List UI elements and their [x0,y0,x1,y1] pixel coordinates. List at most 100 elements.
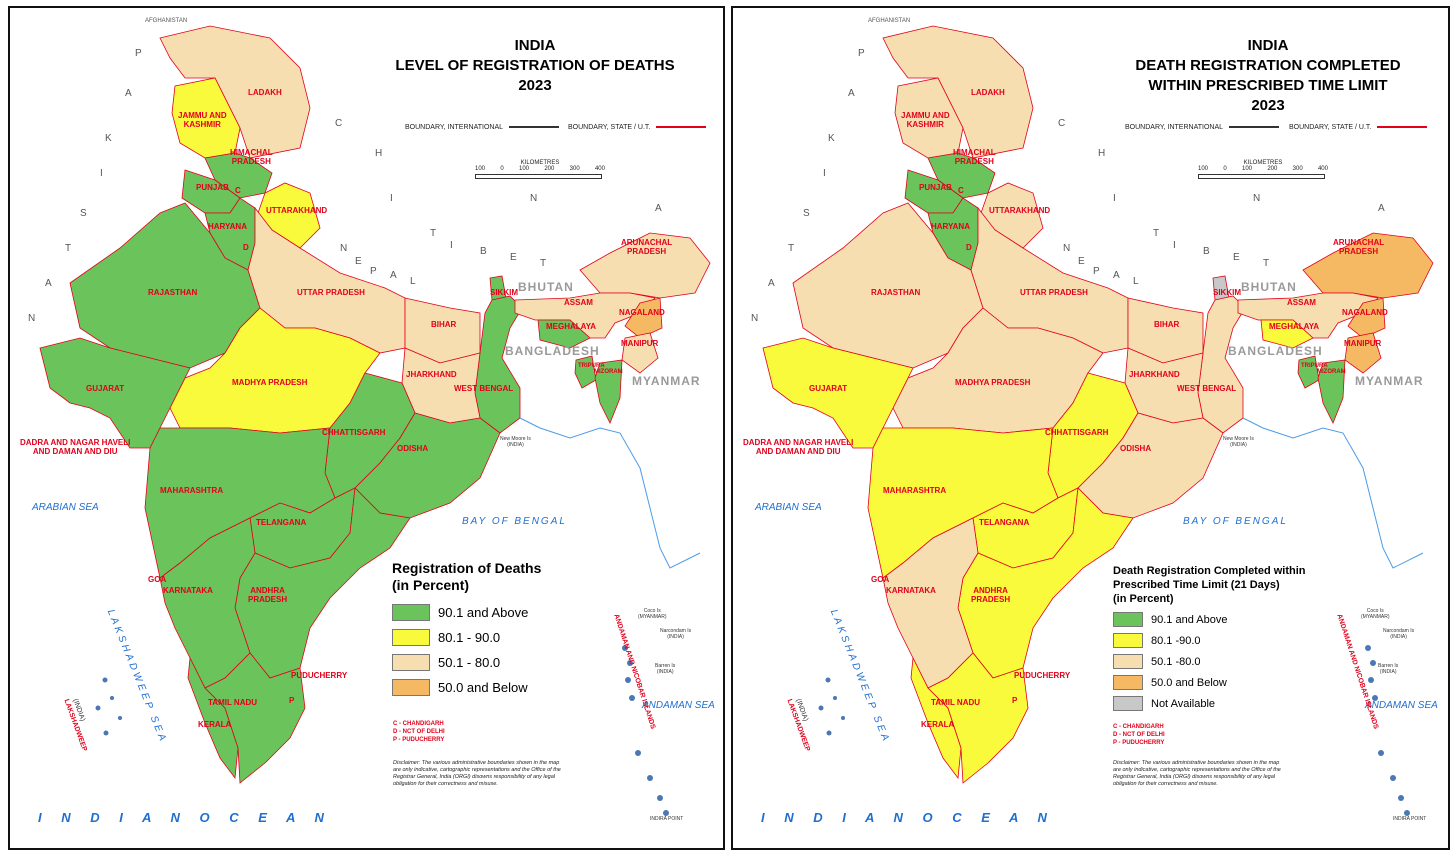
label-arunachal: ARUNACHAL PRADESH [1333,238,1384,256]
ghost-pakistan: I [823,168,826,179]
ghost-nepal: L [1133,276,1139,287]
region-mizoram [1317,359,1346,424]
legend-boundary-international: BOUNDARY, INTERNATIONAL [1125,124,1279,131]
legend-boundary-state: BOUNDARY, STATE / U.T. [568,124,707,131]
label-bangladesh: BANGLADESH [1228,344,1323,358]
label-uttarakhand: UTTARAKHAND [266,206,328,215]
label-d: D [966,243,972,252]
label-dnh-2: AND DAMAN AND DIU [755,447,841,456]
ghost-nepal: N [1063,243,1071,254]
map-panel-registration-level: INDIA LEVEL OF REGISTRATION OF DEATHS 20… [8,6,725,850]
ghost-nepal: E [355,256,362,267]
label-narcondam: Narcondam Is (INDIA) [660,628,691,640]
label-coco-1: Coco Is [643,608,661,614]
label-myanmar: MYANMAR [1355,374,1424,388]
label-ap: ANDHRA PRADESH [971,586,1010,604]
scale-bar: KILOMETRES 100 0 100 200 300 400 [475,160,605,179]
label-punjab: PUNJAB [919,183,952,192]
islands-markers [95,645,669,816]
label-jk-2: KASHMIR [906,120,944,129]
legend-label: 50.0 and Below [438,680,528,695]
label-indira-point: INDIRA POINT [1393,816,1427,822]
scale-tick: 100 [518,166,529,172]
legend-item: 50.1 -80.0 [1113,654,1306,669]
ghost-tibet: E [1233,252,1240,263]
label-hp-2: PRADESH [954,157,994,166]
scale-tick: 200 [1267,166,1278,172]
ghost-nepal: N [340,243,348,254]
region-tripura [1297,355,1320,389]
coastline [1242,417,1424,569]
region-karnataka [159,517,256,689]
label-arunachal-1: ARUNACHAL [621,238,673,247]
region-nagaland [1347,297,1386,339]
boundary-state-line [656,126,707,129]
label-bihar: BIHAR [1154,320,1180,329]
ghost-pakistan: K [828,133,835,144]
ghost-nepal: L [410,276,416,287]
label-maharashtra: MAHARASHTRA [160,486,224,495]
abbreviation-notes: C - CHANDIGARH D - NCT OF DELHI P - PUDU… [393,720,445,744]
ghost-pakistan: A [45,278,52,289]
legend-item: 50.0 and Below [392,679,541,696]
ghost-pakistan: N [751,313,759,324]
label-ap: ANDHRA PRADESH [248,586,287,604]
note-chandigarh: C - CHANDIGARH [393,721,444,727]
ghost-pakistan: T [788,243,795,254]
legend-title: Death Registration Completed within Pres… [1113,564,1306,606]
scale-tick: 300 [569,166,580,172]
label-dnh-1: DADRA AND NAGAR HAVELI [743,438,854,447]
legend-title-2: Prescribed Time Limit (21 Days) [1113,579,1280,591]
ghost-china: C [1058,118,1066,129]
region-nagaland [624,297,663,339]
legend-item: 80.1 - 90.0 [392,629,541,646]
ghost-pakistan: A [125,88,132,99]
legend-label: 80.1 - 90.0 [438,630,501,645]
boundary-state-label: BOUNDARY, STATE / U.T. [568,124,651,131]
label-hp-1: HIMACHAL [230,148,273,157]
boundary-state-line [1377,126,1428,129]
legend-label: Not Available [1151,697,1216,710]
legend-swatch [1113,654,1143,669]
title-line-3: WITHIN PRESCRIBED TIME LIMIT [1148,77,1388,94]
label-new-moore: New Moore Is (INDIA) [1223,436,1254,448]
legend-item: 50.1 - 80.0 [392,654,541,671]
label-indian-ocean: I N D I A N O C E A N [761,810,1055,825]
region-tamil-nadu [927,652,1029,784]
region-assam [514,292,656,339]
ghost-pakistan: A [768,278,775,289]
label-new-moore-2: (INDIA) [507,442,524,448]
label-maharashtra: MAHARASHTRA [883,486,947,495]
label-hp: HIMACHAL PRADESH [230,148,273,166]
boundary-intl-label: BOUNDARY, INTERNATIONAL [405,124,503,131]
label-dnh: DADRA AND NAGAR HAVELI AND DAMAN AND DIU [743,438,853,456]
label-arunachal-2: PRADESH [1338,247,1379,256]
title-line-4: 2023 [1251,97,1285,114]
ghost-china: N [530,193,538,204]
ghost-china: A [655,203,662,214]
label-andaman-sea: ANDAMAN SEA [642,700,715,711]
legend-item: 90.1 and Above [392,604,541,621]
legend-item: 80.1 -90.0 [1113,633,1306,648]
label-jharkhand: JHARKHAND [1129,370,1180,379]
label-mizoram: MIZORAM [1317,369,1346,375]
label-hp-2: PRADESH [231,157,271,166]
label-jharkhand: JHARKHAND [406,370,457,379]
scale-tick: 0 [500,166,504,172]
ghost-china: C [335,118,343,129]
ghost-china: H [1098,148,1106,159]
note-delhi: D - NCT OF DELHI [393,729,445,735]
label-narcondam: Narcondam Is (INDIA) [1383,628,1414,640]
note-puducherry: P - PUDUCHERRY [1113,740,1165,746]
label-odisha: ODISHA [397,444,429,453]
legend-item: 90.1 and Above [1113,612,1306,627]
scale-title: KILOMETRES [1243,160,1283,166]
title-line-1: INDIA [1247,37,1289,54]
legend-swatch [392,654,430,671]
map-title-left: INDIA LEVEL OF REGISTRATION OF DEATHS 20… [340,36,723,96]
ghost-nepal: P [370,266,377,277]
legend-label: 50.0 and Below [1151,676,1227,689]
ghost-nepal: A [390,270,397,281]
label-new-moore-1: New Moore Is [1223,436,1254,442]
map-title-right: INDIA DEATH REGISTRATION COMPLETED WITHI… [1078,36,1448,116]
